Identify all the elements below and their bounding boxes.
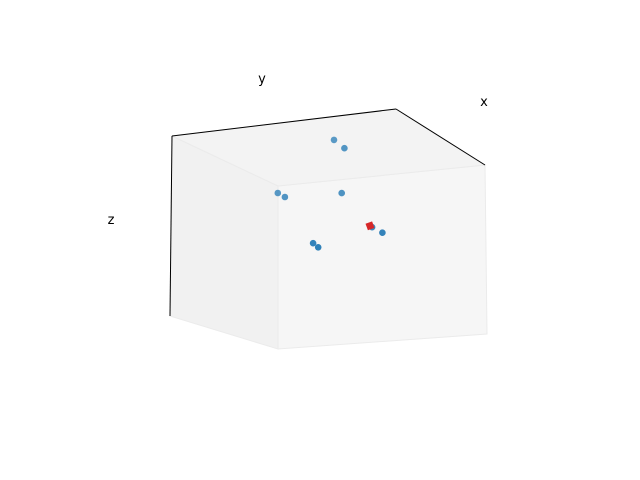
highlight-layer (365, 221, 375, 231)
scatter-points (274, 136, 386, 251)
scatter-point-6 (314, 244, 322, 251)
scatter-point-4 (338, 189, 346, 197)
y-axis-label: y (258, 72, 266, 87)
z-axis-line (169, 135, 173, 317)
x-axis-label: x (480, 95, 488, 110)
scatter-point-2 (330, 136, 338, 144)
y-axis-line (171, 108, 397, 137)
pane-right (277, 164, 488, 350)
highlight-marker (365, 221, 375, 231)
scatter-point-3 (341, 144, 348, 152)
scatter-point-8 (379, 229, 386, 236)
scatter-point-1 (281, 193, 289, 201)
z-axis-label: z (108, 213, 115, 228)
scatter-point-0 (274, 189, 282, 197)
x-axis-line (395, 108, 486, 166)
scatter-point-5 (309, 239, 317, 247)
